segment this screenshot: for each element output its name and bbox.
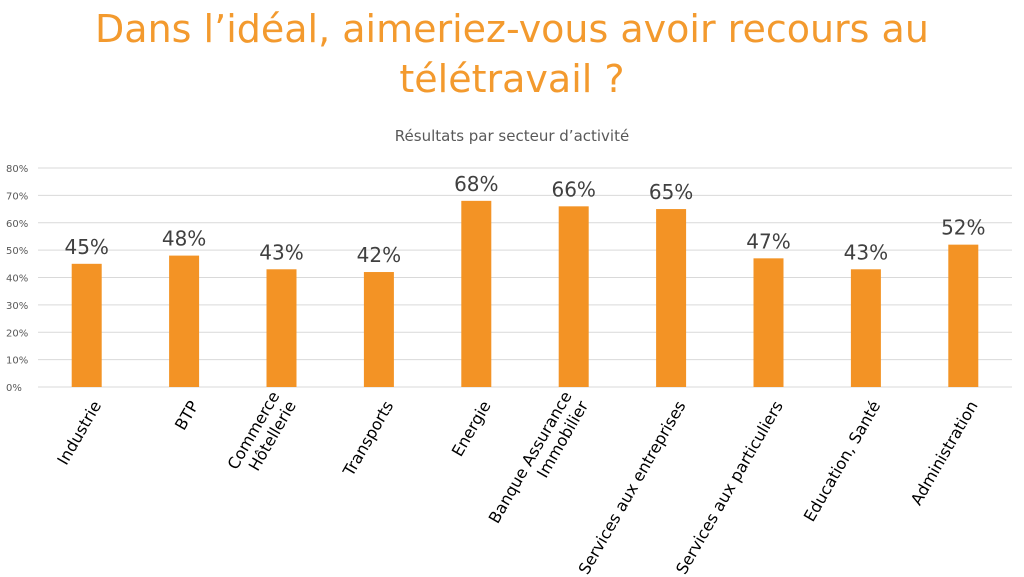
bar [753, 258, 784, 387]
y-tick-label: 40% [6, 274, 28, 285]
data-label: 43% [259, 240, 303, 264]
bar [461, 200, 492, 387]
data-label: 45% [64, 235, 108, 259]
category-label: Transports [339, 398, 398, 481]
data-label: 43% [844, 240, 888, 264]
data-label: 47% [746, 229, 790, 253]
y-tick-label: 10% [6, 356, 28, 367]
category-label: Services aux particuliers [672, 398, 787, 577]
y-tick-label: 0% [6, 383, 22, 394]
bar [363, 272, 394, 387]
y-axis-ticks: 0% 10% 20% 30% 40% 50% 60% 70% 80% [6, 164, 28, 394]
category-label: Education, Santé [800, 398, 884, 525]
chart-subtitle: Résultats par secteur d’activité [395, 127, 629, 145]
bar [71, 263, 102, 387]
category-label: CommerceHôtellerie [224, 388, 300, 482]
data-label: 42% [357, 243, 401, 267]
y-tick-label: 80% [6, 164, 28, 175]
y-tick-label: 60% [6, 219, 28, 230]
gridlines [38, 167, 1012, 388]
data-label: 52% [941, 216, 985, 240]
data-label: 48% [162, 227, 206, 251]
bar [948, 244, 979, 387]
bar [850, 269, 881, 387]
chart-title-line-2: télétravail ? [399, 57, 624, 101]
y-tick-label: 30% [6, 301, 28, 312]
data-labels: 45% 48% 43% 42% 68% 66% 65% 47% 43% 52% [64, 172, 985, 267]
data-label: 68% [454, 172, 498, 196]
category-label: BTP [171, 397, 203, 433]
category-label: Energie [448, 398, 495, 460]
y-tick-label: 50% [6, 246, 28, 257]
category-label: Administration [907, 398, 982, 509]
y-tick-label: 70% [6, 191, 28, 202]
category-label: Services aux entreprises [574, 398, 689, 577]
category-label: Banque AssuranceImmobilier [485, 388, 593, 536]
bar [266, 269, 297, 387]
bar [656, 209, 687, 387]
bars [71, 200, 979, 387]
chart-title-line-1: Dans l’idéal, aimeriez-vous avoir recour… [95, 7, 929, 51]
data-label: 65% [649, 180, 693, 204]
bar [558, 206, 589, 387]
bar [169, 255, 200, 387]
x-axis-categories: Industrie BTP CommerceHôtellerie Transports… [53, 388, 981, 577]
y-tick-label: 20% [6, 328, 28, 339]
data-label: 66% [551, 177, 595, 201]
category-label: Industrie [53, 398, 105, 469]
